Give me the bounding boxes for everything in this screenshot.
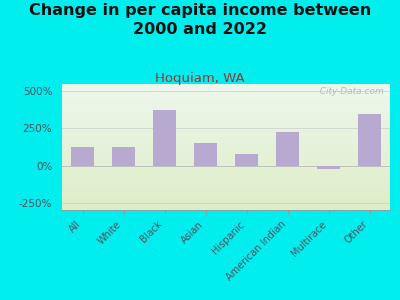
Bar [153, 110, 176, 166]
Bar [317, 166, 340, 169]
Bar [112, 147, 135, 166]
Bar [194, 143, 217, 166]
Text: Hoquiam, WA: Hoquiam, WA [155, 72, 245, 85]
Bar [235, 154, 258, 166]
Text: Change in per capita income between
2000 and 2022: Change in per capita income between 2000… [29, 3, 371, 37]
Bar [71, 147, 94, 166]
Bar [358, 114, 381, 166]
Text: City-Data.com: City-Data.com [314, 86, 384, 95]
Bar [276, 132, 299, 166]
